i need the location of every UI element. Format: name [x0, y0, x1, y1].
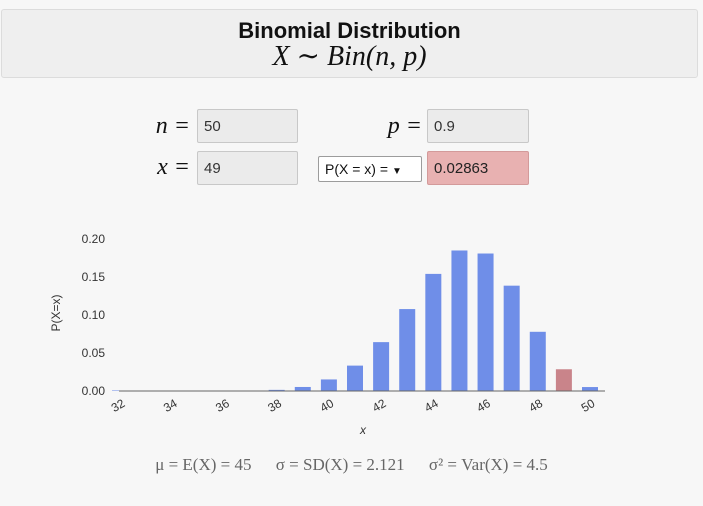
x-tick-label: 48 — [526, 396, 545, 415]
probability-bar — [399, 309, 416, 391]
n-input[interactable] — [197, 109, 298, 143]
header-panel: Binomial Distribution X ∼ Bin(n, p) — [1, 9, 698, 78]
x-tick-label: 46 — [474, 396, 493, 415]
probability-type-label: P(X = x) = — [325, 161, 389, 177]
probability-bar — [451, 250, 468, 391]
p-label: p = — [387, 113, 422, 139]
probability-bar — [477, 253, 494, 391]
y-tick-label: 0.00 — [82, 384, 106, 398]
p-input[interactable] — [427, 109, 529, 143]
x-label: x = — [157, 154, 190, 180]
probability-result — [427, 151, 529, 185]
highlighted-bar — [555, 369, 572, 391]
dropdown-arrow-icon: ▼ — [392, 166, 402, 177]
probability-bar — [373, 342, 390, 391]
x-tick-label: 34 — [161, 396, 180, 415]
x-tick-label: 40 — [318, 396, 337, 415]
binomial-bar-chart: 0.00 0.05 0.10 0.15 0.20 32 34 36 38 40 42 44 46 48 5… — [49, 232, 605, 437]
sd-stat: σ = SD(X) = 2.121 — [275, 455, 405, 474]
summary-statistics: μ = E(X) = 45 σ = SD(X) = 2.121 σ² = Var… — [0, 455, 703, 475]
variance-stat: σ² = Var(X) = 4.5 — [428, 455, 548, 474]
probability-bar — [529, 331, 546, 391]
x-tick-label: 32 — [109, 396, 128, 415]
x-tick-label: 44 — [422, 396, 441, 415]
probability-type-select[interactable]: P(X = x) = ▼ — [318, 156, 422, 182]
probability-bar — [294, 386, 311, 391]
probability-bar — [503, 285, 520, 391]
mean-stat: μ = E(X) = 45 — [155, 455, 252, 474]
probability-bar — [347, 365, 363, 391]
y-tick-label: 0.10 — [82, 308, 106, 322]
n-label: n = — [155, 113, 190, 139]
probability-bar — [582, 387, 598, 391]
x-axis-label: x — [359, 423, 367, 437]
probability-bar — [268, 389, 285, 391]
probability-bar — [425, 273, 442, 391]
y-tick-label: 0.05 — [82, 346, 106, 360]
page-title: Binomial Distribution — [238, 18, 461, 43]
y-tick-label: 0.20 — [82, 232, 106, 246]
x-tick-label: 38 — [265, 396, 284, 415]
x-tick-label: 36 — [213, 396, 232, 415]
x-tick-label: 42 — [370, 396, 389, 415]
distribution-formula: X ∼ Bin(n, p) — [272, 41, 427, 72]
x-tick-label: 50 — [579, 396, 598, 415]
probability-bar — [320, 379, 337, 391]
x-input[interactable] — [197, 151, 298, 185]
y-tick-label: 0.15 — [82, 270, 106, 284]
y-axis-label: P(X=x) — [49, 294, 63, 331]
